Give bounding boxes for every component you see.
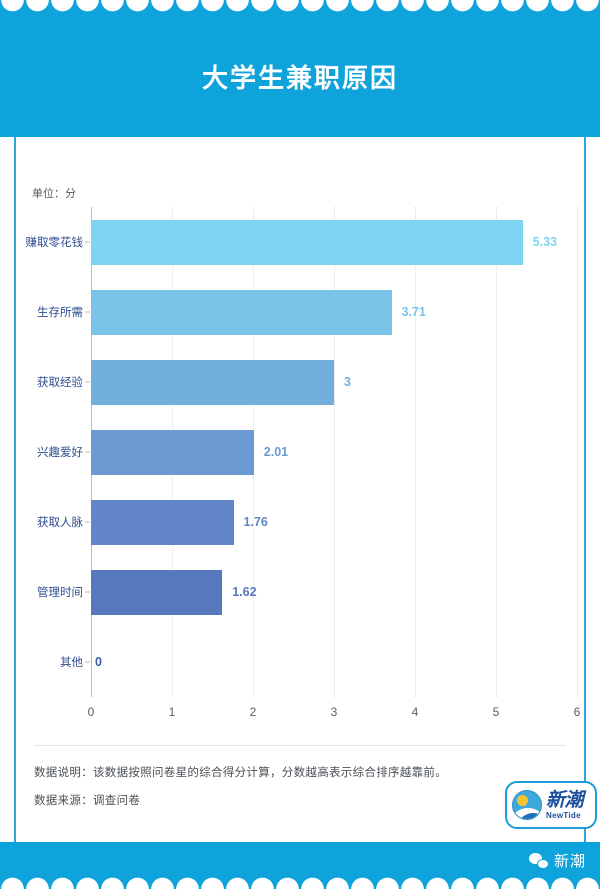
content-card: 单位：分 0 1 2 3 4 5 6 赚取零花钱 5.33 生存所需 3.71 获取经验 3 兴趣爱好 2.… (14, 137, 586, 842)
bar-value-label: 3.71 (401, 305, 426, 319)
x-axis-tick-label: 1 (168, 705, 176, 719)
category-tick-mark (85, 591, 90, 593)
gridline (334, 207, 335, 697)
bar-value-label: 0 (95, 655, 102, 669)
bar-chart: 单位：分 0 1 2 3 4 5 6 赚取零花钱 5.33 生存所需 3.71 获取经验 3 兴趣爱好 2.… (16, 137, 584, 735)
wechat-account-name: 新潮 (553, 853, 586, 870)
page-header: 大学生兼职原因 (0, 0, 600, 137)
chart-bar-row[interactable]: 生存所需 3.71 (37, 289, 577, 335)
category-label: 管理时间 (37, 587, 83, 599)
chart-plot-area: 0 1 2 3 4 5 6 赚取零花钱 5.33 生存所需 3.71 获取经验 3 兴趣爱好 2.01 获取人… (26, 207, 580, 719)
category-tick-mark (85, 521, 90, 523)
logo-text-group: 新潮 NewTide (546, 789, 584, 820)
bottom-bar: 新潮 (0, 842, 600, 889)
category-tick-mark (85, 241, 90, 243)
x-axis-tick-label: 0 (87, 705, 95, 719)
category-label: 获取经验 (37, 377, 83, 389)
x-axis-tick-label: 2 (249, 705, 257, 719)
chart-bar-row[interactable]: 兴趣爱好 2.01 (37, 429, 577, 475)
chart-bar[interactable] (91, 359, 334, 405)
chart-bar[interactable] (91, 429, 254, 475)
bar-value-label: 2.01 (263, 445, 289, 459)
note-explanation: 数据说明：该数据按照问卷星的综合得分计算，分数越高表示综合排序越靠前。 (34, 767, 447, 779)
category-label: 获取人脉 (37, 517, 83, 529)
category-label: 赚取零花钱 (25, 237, 84, 249)
wechat-icon (528, 852, 549, 869)
chart-bar-row[interactable]: 其他 0 (60, 640, 577, 685)
footer-notes: 数据说明：该数据按照问卷星的综合得分计算，分数越高表示综合排序越靠前。 数据来源… (34, 745, 566, 820)
gridline (415, 207, 416, 697)
category-tick-mark (85, 381, 90, 383)
category-tick-mark (85, 661, 90, 663)
x-axis-tick-label: 3 (330, 705, 338, 719)
category-tick-mark (85, 311, 90, 313)
note-source: 数据来源：调查问卷 (34, 795, 141, 807)
chart-bar[interactable] (91, 569, 223, 615)
chart-bar-row[interactable]: 获取经验 3 (37, 359, 577, 405)
x-axis-tick-label: 5 (492, 705, 500, 719)
chart-bar[interactable] (91, 219, 523, 265)
wechat-bubble-large (528, 852, 542, 864)
wechat-bubble-small (536, 858, 549, 869)
wechat-account-group: 新潮 (528, 850, 586, 871)
category-tick-mark (85, 451, 90, 453)
bar-value-label: 1.76 (243, 515, 268, 529)
category-label: 兴趣爱好 (37, 447, 83, 459)
page-title: 大学生兼职原因 (201, 63, 398, 93)
wave-secondary-icon (518, 813, 541, 819)
chart-bar-row[interactable]: 管理时间 1.62 (37, 569, 577, 615)
bar-value-label: 3 (344, 375, 351, 389)
x-axis-tick-label: 4 (411, 705, 419, 719)
sun-icon (517, 795, 528, 806)
gridline (496, 207, 497, 697)
category-label: 其他 (60, 657, 83, 669)
newtide-logo-badge: 新潮 NewTide (505, 781, 597, 829)
notes-divider (34, 745, 566, 746)
chart-bar-row[interactable]: 赚取零花钱 5.33 (26, 219, 577, 265)
chart-bar[interactable] (91, 499, 234, 545)
logo-chinese-name: 新潮 (546, 789, 584, 811)
gridline (577, 207, 578, 697)
chart-bar-row[interactable]: 获取人脉 1.76 (37, 499, 577, 545)
logo-english-name: NewTide (546, 810, 581, 820)
chart-bar[interactable] (91, 289, 392, 335)
unit-label: 单位：分 (32, 188, 76, 200)
bar-value-label: 5.33 (532, 235, 558, 249)
x-axis-tick-label: 6 (573, 705, 581, 719)
newtide-logo-icon (512, 790, 542, 820)
bar-value-label: 1.62 (232, 585, 257, 599)
category-label: 生存所需 (37, 307, 83, 319)
